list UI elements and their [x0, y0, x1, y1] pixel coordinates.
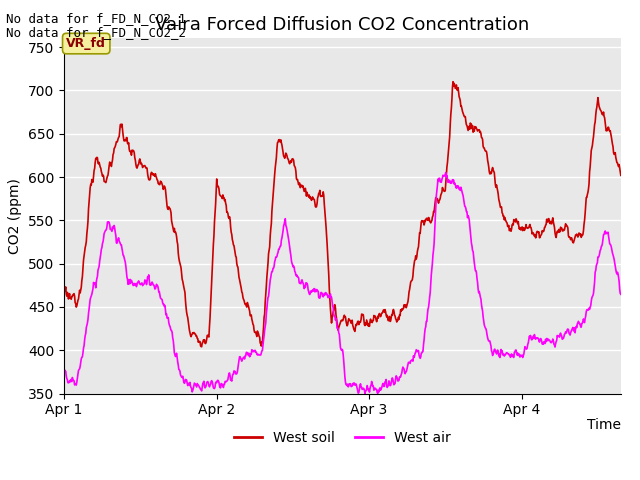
West air: [285, 240, 293, 246]
Text: Time: Time: [587, 419, 621, 432]
Y-axis label: CO2 (ppm): CO2 (ppm): [8, 178, 22, 254]
West air: [444, 176, 451, 182]
West air: [506, 352, 513, 358]
West soil: [443, 164, 451, 170]
West soil: [60, 282, 68, 288]
West air: [495, 351, 503, 357]
Text: VR_fd: VR_fd: [67, 37, 106, 50]
West soil: [117, 121, 125, 127]
West soil: [306, 195, 314, 201]
West soil: [198, 344, 205, 349]
West soil: [506, 228, 513, 233]
West soil: [495, 199, 503, 204]
Title: Vaira Forced Diffusion CO2 Concentration: Vaira Forced Diffusion CO2 Concentration: [156, 16, 529, 34]
West soil: [449, 79, 457, 84]
West air: [361, 391, 369, 396]
West air: [60, 367, 68, 372]
West soil: [286, 161, 294, 167]
West air: [617, 291, 625, 297]
West air: [442, 170, 450, 176]
West air: [117, 242, 125, 248]
Line: West air: West air: [64, 173, 621, 394]
Line: West soil: West soil: [64, 82, 621, 347]
West air: [305, 291, 313, 297]
West soil: [617, 172, 625, 178]
Legend: West soil, West air: West soil, West air: [228, 425, 456, 451]
Text: No data for f_FD_N_CO2_1: No data for f_FD_N_CO2_1: [6, 12, 186, 25]
Text: No data for f_FD_N_CO2_2: No data for f_FD_N_CO2_2: [6, 26, 186, 39]
